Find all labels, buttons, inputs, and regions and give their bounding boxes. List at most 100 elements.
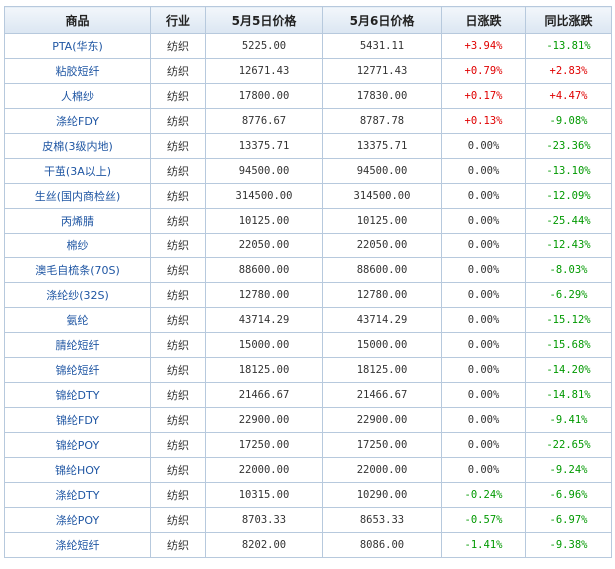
price-may5-cell: 10315.00 <box>205 481 323 508</box>
commodity-name-link[interactable]: 丙烯腈 <box>4 207 151 234</box>
daily-change-cell: 0.00% <box>441 332 526 359</box>
yoy-change-cell: +2.83% <box>525 57 612 84</box>
industry-cell: 纺织 <box>150 357 206 384</box>
price-may6-cell: 5431.11 <box>322 33 442 59</box>
price-may6-cell: 18125.00 <box>322 357 442 384</box>
commodity-name-link[interactable]: 涤纶DTY <box>4 481 151 508</box>
commodity-name-link[interactable]: 涤纶纱(32S) <box>4 282 151 309</box>
commodity-name-link[interactable]: 涤纶POY <box>4 506 151 533</box>
price-may5-cell: 8202.00 <box>205 531 323 558</box>
header-price-may6[interactable]: 5月6日价格 <box>322 6 442 34</box>
price-may6-cell: 8787.78 <box>322 107 442 134</box>
table-body: PTA(华东) 纺织 5225.00 5431.11 +3.94% -13.81% 粘胶短纤… <box>4 33 612 558</box>
commodity-name-link[interactable]: 锦纶POY <box>4 432 151 458</box>
yoy-change-cell: -9.08% <box>525 107 612 134</box>
price-may5-cell: 5225.00 <box>205 33 323 59</box>
table-row: 生丝(国内商检丝) 纺织 314500.00 314500.00 0.00% -12.09… <box>4 182 612 209</box>
industry-cell: 纺织 <box>150 481 206 508</box>
table-row: 棉纱 纺织 22050.00 22050.00 0.00% -12.43% <box>4 232 612 259</box>
daily-change-cell: -0.24% <box>441 481 526 508</box>
yoy-change-cell: -13.81% <box>525 33 612 59</box>
yoy-change-cell: -23.36% <box>525 132 612 159</box>
yoy-change-cell: -9.24% <box>525 456 612 483</box>
yoy-change-cell: -8.03% <box>525 257 612 284</box>
commodity-name-link[interactable]: 锦纶FDY <box>4 407 151 433</box>
commodity-name-link[interactable]: 澳毛自梳条(70S) <box>4 257 151 284</box>
price-may5-cell: 21466.67 <box>205 382 323 409</box>
commodity-price-table: 商品 行业 5月5日价格 5月6日价格 日涨跌 同比涨跌 PTA(华东) 纺织 52… <box>4 6 612 558</box>
price-may5-cell: 17800.00 <box>205 82 323 109</box>
price-may6-cell: 17830.00 <box>322 82 442 109</box>
commodity-name-link[interactable]: 干茧(3A以上) <box>4 157 151 184</box>
price-may6-cell: 22900.00 <box>322 407 442 433</box>
commodity-name-link[interactable]: 人棉纱 <box>4 82 151 109</box>
daily-change-cell: 0.00% <box>441 207 526 234</box>
price-table-container: 商品 行业 5月5日价格 5月6日价格 日涨跌 同比涨跌 PTA(华东) 纺织 52… <box>4 6 612 560</box>
price-may6-cell: 8086.00 <box>322 531 442 558</box>
table-row: 锦纶POY 纺织 17250.00 17250.00 0.00% -22.65% <box>4 432 612 458</box>
commodity-name-link[interactable]: 锦纶DTY <box>4 382 151 409</box>
price-may5-cell: 12780.00 <box>205 282 323 309</box>
price-may6-cell: 15000.00 <box>322 332 442 359</box>
industry-cell: 纺织 <box>150 57 206 84</box>
price-may6-cell: 17250.00 <box>322 432 442 458</box>
commodity-name-link[interactable]: 锦纶HOY <box>4 456 151 483</box>
table-row: 锦纶DTY 纺织 21466.67 21466.67 0.00% -14.81% <box>4 382 612 409</box>
price-may6-cell: 10125.00 <box>322 207 442 234</box>
table-row: 丙烯腈 纺织 10125.00 10125.00 0.00% -25.44% <box>4 207 612 234</box>
commodity-name-link[interactable]: 腈纶短纤 <box>4 332 151 359</box>
header-price-may5[interactable]: 5月5日价格 <box>205 6 323 34</box>
industry-cell: 纺织 <box>150 432 206 458</box>
price-may6-cell: 22050.00 <box>322 232 442 259</box>
table-row: 涤纶DTY 纺织 10315.00 10290.00 -0.24% -6.96% <box>4 481 612 508</box>
price-may6-cell: 314500.00 <box>322 182 442 209</box>
price-may5-cell: 8703.33 <box>205 506 323 533</box>
header-commodity[interactable]: 商品 <box>4 6 151 34</box>
industry-cell: 纺织 <box>150 207 206 234</box>
header-yoy-change[interactable]: 同比涨跌 <box>525 6 612 34</box>
commodity-name-link[interactable]: 涤纶短纤 <box>4 531 151 558</box>
commodity-name-link[interactable]: 生丝(国内商检丝) <box>4 182 151 209</box>
industry-cell: 纺织 <box>150 82 206 109</box>
yoy-change-cell: -13.10% <box>525 157 612 184</box>
daily-change-cell: -0.57% <box>441 506 526 533</box>
daily-change-cell: 0.00% <box>441 257 526 284</box>
table-row: 涤纶POY 纺织 8703.33 8653.33 -0.57% -6.97% <box>4 506 612 533</box>
table-row: 涤纶FDY 纺织 8776.67 8787.78 +0.13% -9.08% <box>4 107 612 134</box>
table-row: 干茧(3A以上) 纺织 94500.00 94500.00 0.00% -13.10% <box>4 157 612 184</box>
industry-cell: 纺织 <box>150 257 206 284</box>
daily-change-cell: 0.00% <box>441 307 526 334</box>
yoy-change-cell: -6.96% <box>525 481 612 508</box>
industry-cell: 纺织 <box>150 531 206 558</box>
table-row: 锦纶短纤 纺织 18125.00 18125.00 0.00% -14.20% <box>4 357 612 384</box>
daily-change-cell: +0.79% <box>441 57 526 84</box>
commodity-name-link[interactable]: 氨纶 <box>4 307 151 334</box>
yoy-change-cell: -22.65% <box>525 432 612 458</box>
yoy-change-cell: -15.68% <box>525 332 612 359</box>
table-row: 氨纶 纺织 43714.29 43714.29 0.00% -15.12% <box>4 307 612 334</box>
header-industry[interactable]: 行业 <box>150 6 206 34</box>
price-may6-cell: 94500.00 <box>322 157 442 184</box>
table-row: 人棉纱 纺织 17800.00 17830.00 +0.17% +4.47% <box>4 82 612 109</box>
commodity-name-link[interactable]: PTA(华东) <box>4 33 151 59</box>
price-may5-cell: 94500.00 <box>205 157 323 184</box>
industry-cell: 纺织 <box>150 332 206 359</box>
industry-cell: 纺织 <box>150 33 206 59</box>
commodity-name-link[interactable]: 皮棉(3级内地) <box>4 132 151 159</box>
header-daily-change[interactable]: 日涨跌 <box>441 6 526 34</box>
commodity-name-link[interactable]: 粘胶短纤 <box>4 57 151 84</box>
yoy-change-cell: -9.41% <box>525 407 612 433</box>
table-row: 粘胶短纤 纺织 12671.43 12771.43 +0.79% +2.83% <box>4 57 612 84</box>
table-row: 锦纶FDY 纺织 22900.00 22900.00 0.00% -9.41% <box>4 407 612 433</box>
table-row: 锦纶HOY 纺织 22000.00 22000.00 0.00% -9.24% <box>4 456 612 483</box>
daily-change-cell: 0.00% <box>441 132 526 159</box>
commodity-name-link[interactable]: 涤纶FDY <box>4 107 151 134</box>
commodity-name-link[interactable]: 锦纶短纤 <box>4 357 151 384</box>
price-may6-cell: 10290.00 <box>322 481 442 508</box>
yoy-change-cell: -25.44% <box>525 207 612 234</box>
commodity-name-link[interactable]: 棉纱 <box>4 232 151 259</box>
price-may6-cell: 8653.33 <box>322 506 442 533</box>
price-may5-cell: 17250.00 <box>205 432 323 458</box>
price-may5-cell: 12671.43 <box>205 57 323 84</box>
daily-change-cell: +0.13% <box>441 107 526 134</box>
